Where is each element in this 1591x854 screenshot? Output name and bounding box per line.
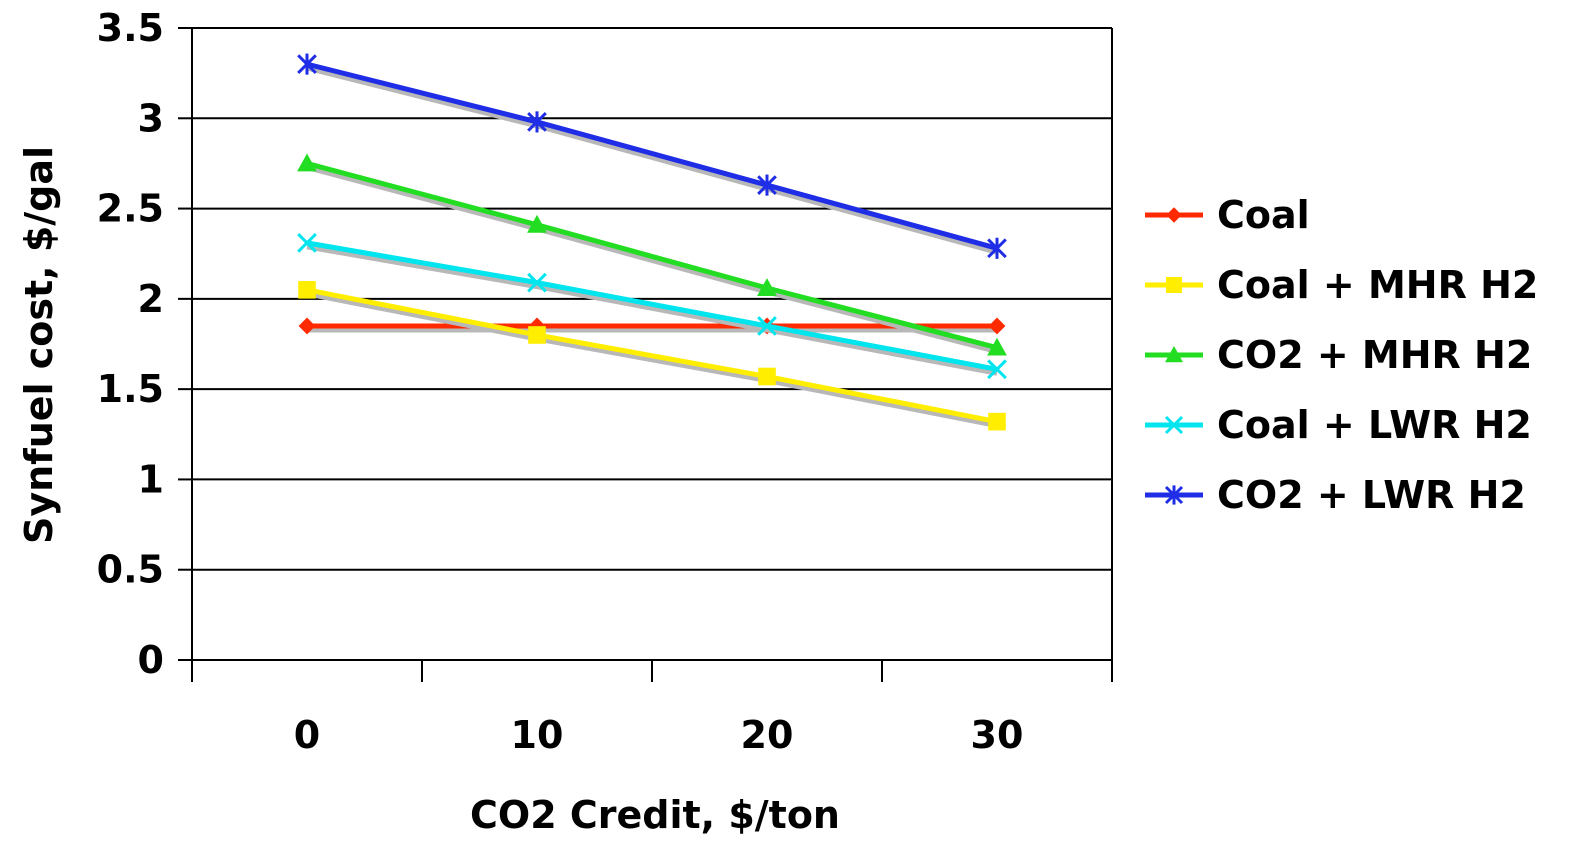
legend-item: Coal + MHR H2 [1145, 263, 1538, 307]
marker-shape [297, 153, 317, 172]
series-line [306, 240, 998, 372]
series-shadow [306, 65, 998, 255]
data-point [987, 337, 1007, 356]
legend-marker [1166, 207, 1182, 223]
series-shadow [306, 165, 998, 355]
marker-shape [988, 412, 1006, 431]
series-shadow [306, 291, 998, 429]
legend-marker [1166, 277, 1182, 293]
y-tick-label: 0 [138, 638, 164, 682]
series-shadow [306, 244, 998, 376]
marker-shape [987, 359, 1007, 380]
legend-item: CO2 + MHR H2 [1145, 333, 1532, 377]
data-point [298, 281, 316, 299]
legend-marker [1164, 415, 1184, 435]
series-co2-lwr-h2 [297, 53, 1007, 259]
marker-shape [1166, 277, 1182, 293]
legend-label: Coal + MHR H2 [1217, 263, 1538, 307]
series-line [306, 61, 998, 251]
data-point [297, 153, 317, 172]
y-tick-label: 3.5 [97, 6, 164, 50]
y-tick-label: 1 [138, 457, 164, 501]
marker-shape [298, 281, 316, 299]
legend-item: Coal + LWR H2 [1145, 403, 1532, 447]
data-point [527, 111, 547, 133]
y-tick-label: 1.5 [97, 367, 164, 411]
y-tick-label: 0.5 [97, 548, 164, 592]
marker-shape [1165, 346, 1183, 363]
legend-label: Coal + LWR H2 [1217, 403, 1532, 447]
series-line [306, 161, 998, 351]
y-tick-label: 3 [138, 96, 164, 140]
marker-shape [527, 214, 547, 233]
data-point [757, 316, 777, 336]
marker-shape [297, 233, 317, 253]
data-point [757, 278, 777, 296]
tick-labels: 0 0.5 1 1.5 2 2.5 3 3.5 0 10 20 30 [97, 6, 1024, 757]
marker-shape [1164, 415, 1184, 435]
data-point [987, 237, 1007, 259]
legend-label: CO2 + LWR H2 [1217, 473, 1526, 517]
y-tick-label: 2.5 [97, 187, 164, 231]
y-tick-label: 2 [138, 277, 164, 321]
marker-shape [988, 317, 1006, 335]
x-tick-label: 0 [294, 713, 320, 757]
legend: Coal Coal + MHR H2 CO2 + MHR H2 Coal + LWR … [1145, 193, 1538, 517]
x-tick-label: 30 [971, 713, 1024, 757]
series-lines [297, 53, 1007, 431]
marker-shape [298, 317, 316, 335]
marker-shape [527, 272, 547, 293]
legend-item: CO2 + LWR H2 [1145, 473, 1526, 517]
data-point [297, 233, 317, 253]
data-point [987, 359, 1007, 380]
data-point [758, 367, 776, 386]
legend-item: Coal [1145, 193, 1310, 237]
legend-label: CO2 + MHR H2 [1217, 333, 1532, 377]
series-coal-lwr-h2 [297, 233, 1007, 380]
data-point [988, 317, 1006, 335]
x-axis-title: CO2 Credit, $/ton [470, 793, 840, 837]
data-point [298, 317, 316, 335]
data-point [297, 53, 317, 75]
marker-shape [1166, 207, 1182, 223]
data-point [527, 272, 547, 293]
legend-marker [1164, 485, 1184, 505]
data-point [757, 174, 777, 196]
y-axis-title: Synfuel cost, $/gal [17, 146, 61, 544]
x-tick-label: 10 [511, 713, 564, 757]
x-tick-label: 20 [741, 713, 794, 757]
marker-shape [757, 278, 777, 296]
data-point [988, 412, 1006, 431]
data-point [527, 214, 547, 233]
series-co2-mhr-h2 [297, 153, 1007, 356]
marker-shape [758, 367, 776, 386]
data-point [528, 326, 546, 344]
marker-shape [528, 326, 546, 344]
legend-label: Coal [1217, 193, 1310, 237]
marker-shape [757, 316, 777, 336]
legend-marker [1165, 346, 1183, 363]
marker-shape [987, 337, 1007, 356]
axes [178, 27, 1113, 682]
series-coal-mhr-h2 [298, 281, 1006, 431]
series-line [306, 287, 998, 425]
